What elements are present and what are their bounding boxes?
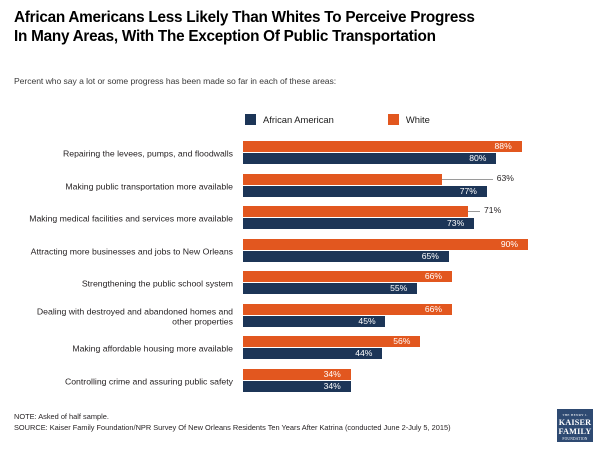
chart-row: Strengthening the public school system 66… bbox=[0, 268, 600, 300]
bar-african-american[interactable] bbox=[243, 380, 351, 392]
chart-row: Making affordable housing more available… bbox=[0, 333, 600, 365]
category-label: Controlling crime and assuring public sa… bbox=[64, 376, 233, 387]
bar-value-label-white: 88% bbox=[494, 141, 512, 151]
bar-african-american[interactable] bbox=[243, 185, 487, 197]
kaiser-family-foundation-logo: THE HENRY J. KAISER FAMILY FOUNDATION bbox=[556, 408, 594, 443]
bar-value-label-african-american: 34% bbox=[323, 380, 341, 391]
category-label: Making affordable housing more available bbox=[72, 343, 233, 354]
bar-white[interactable] bbox=[243, 238, 528, 250]
bar-white[interactable] bbox=[243, 173, 443, 185]
bar-african-american[interactable] bbox=[243, 315, 386, 327]
bar-white[interactable] bbox=[243, 303, 452, 315]
chart-row: Controlling crime and assuring public sa… bbox=[0, 366, 600, 398]
legend-swatch-icon-white bbox=[387, 114, 399, 125]
title-line-2: In Many Areas, With The Exception Of Pub… bbox=[14, 28, 436, 46]
bar-group: 34% 34% bbox=[243, 368, 593, 396]
bar-african-american[interactable] bbox=[243, 250, 449, 262]
bar-white[interactable] bbox=[243, 336, 421, 347]
legend-label-white: White bbox=[405, 114, 430, 125]
bar-group: 63% 77% bbox=[243, 173, 593, 201]
bar-value-label-african-american: 73% bbox=[447, 218, 465, 228]
bar-african-american[interactable] bbox=[243, 283, 418, 294]
bar-group: 56% 44% bbox=[243, 335, 593, 363]
bar-value-label-white: 56% bbox=[393, 336, 411, 346]
chart-row: Attracting more businesses and jobs to N… bbox=[0, 236, 600, 268]
category-label: Making public transportation more availa… bbox=[65, 181, 233, 192]
category-label: Strengthening the public school system bbox=[81, 278, 233, 289]
bar-white[interactable] bbox=[243, 368, 351, 380]
bar-group: 71% 73% bbox=[243, 205, 593, 233]
legend-label-african-american: African American bbox=[263, 114, 334, 125]
bar-value-label-african-american: 44% bbox=[355, 348, 373, 358]
bar-african-american[interactable] bbox=[243, 218, 475, 229]
logo-line-2: KAISER bbox=[558, 417, 592, 427]
bar-value-label-white: 90% bbox=[500, 238, 519, 249]
logo-line-3: FAMILY bbox=[558, 426, 592, 436]
category-label: Attracting more businesses and jobs to N… bbox=[30, 246, 233, 257]
chart-row: Making medical facilities and services m… bbox=[0, 203, 600, 235]
value-leader-line bbox=[467, 211, 481, 212]
category-label: Repairing the levees, pumps, and floodwa… bbox=[63, 148, 233, 159]
legend-item-african-american: African American bbox=[245, 114, 334, 125]
logo-line-1: THE HENRY J. bbox=[562, 412, 588, 417]
legend-swatch-icon-african-american bbox=[245, 114, 256, 125]
bar-value-label-white: 66% bbox=[424, 303, 443, 314]
footer-notes: NOTE: Asked of half sample. SOURCE: Kais… bbox=[14, 412, 451, 433]
chart-legend: African American White bbox=[245, 114, 430, 125]
bar-value-label-african-american: 55% bbox=[390, 283, 408, 293]
bar-value-label-white: 63% bbox=[496, 172, 514, 183]
chart-subtitle: Percent who say a lot or some progress h… bbox=[14, 76, 337, 86]
title-line-1: African Americans Less Likely Than White… bbox=[14, 9, 475, 26]
bar-white[interactable] bbox=[243, 141, 522, 152]
bar-value-label-white: 34% bbox=[323, 368, 341, 379]
category-label: Making medical facilities and services m… bbox=[29, 213, 233, 224]
bar-value-label-african-american: 80% bbox=[469, 153, 487, 163]
bar-value-label-african-american: 65% bbox=[421, 250, 439, 261]
chart-row: Repairing the levees, pumps, and floodwa… bbox=[0, 138, 600, 170]
chart-row: Dealing with destroyed and abandoned hom… bbox=[0, 301, 600, 333]
bar-group: 66% 45% bbox=[243, 303, 593, 331]
value-leader-line bbox=[442, 178, 493, 180]
logo-line-4: FOUNDATION bbox=[562, 436, 588, 441]
bar-chart-plot-area: Repairing the levees, pumps, and floodwa… bbox=[0, 138, 600, 400]
category-label: Dealing with destroyed and abandoned hom… bbox=[36, 305, 233, 327]
legend-item-white: White bbox=[387, 114, 430, 125]
bar-white[interactable] bbox=[243, 271, 452, 282]
bar-value-label-white: 71% bbox=[484, 205, 502, 215]
bar-value-label-white: 66% bbox=[424, 271, 443, 281]
page-title: African Americans Less Likely Than White… bbox=[14, 8, 588, 47]
bar-white[interactable] bbox=[243, 206, 468, 217]
bar-african-american[interactable] bbox=[243, 348, 383, 359]
bar-group: 66% 55% bbox=[243, 270, 593, 298]
footer-source: SOURCE: Kaiser Family Foundation/NPR Sur… bbox=[14, 422, 451, 432]
bar-value-label-african-american: 45% bbox=[358, 315, 376, 326]
bar-african-american[interactable] bbox=[243, 153, 497, 164]
footer-note: NOTE: Asked of half sample. bbox=[14, 412, 109, 421]
bar-group: 88% 80% bbox=[243, 140, 593, 168]
bar-value-label-african-american: 77% bbox=[459, 185, 477, 196]
bar-group: 90% 65% bbox=[243, 238, 593, 266]
chart-row: Making public transportation more availa… bbox=[0, 171, 600, 203]
